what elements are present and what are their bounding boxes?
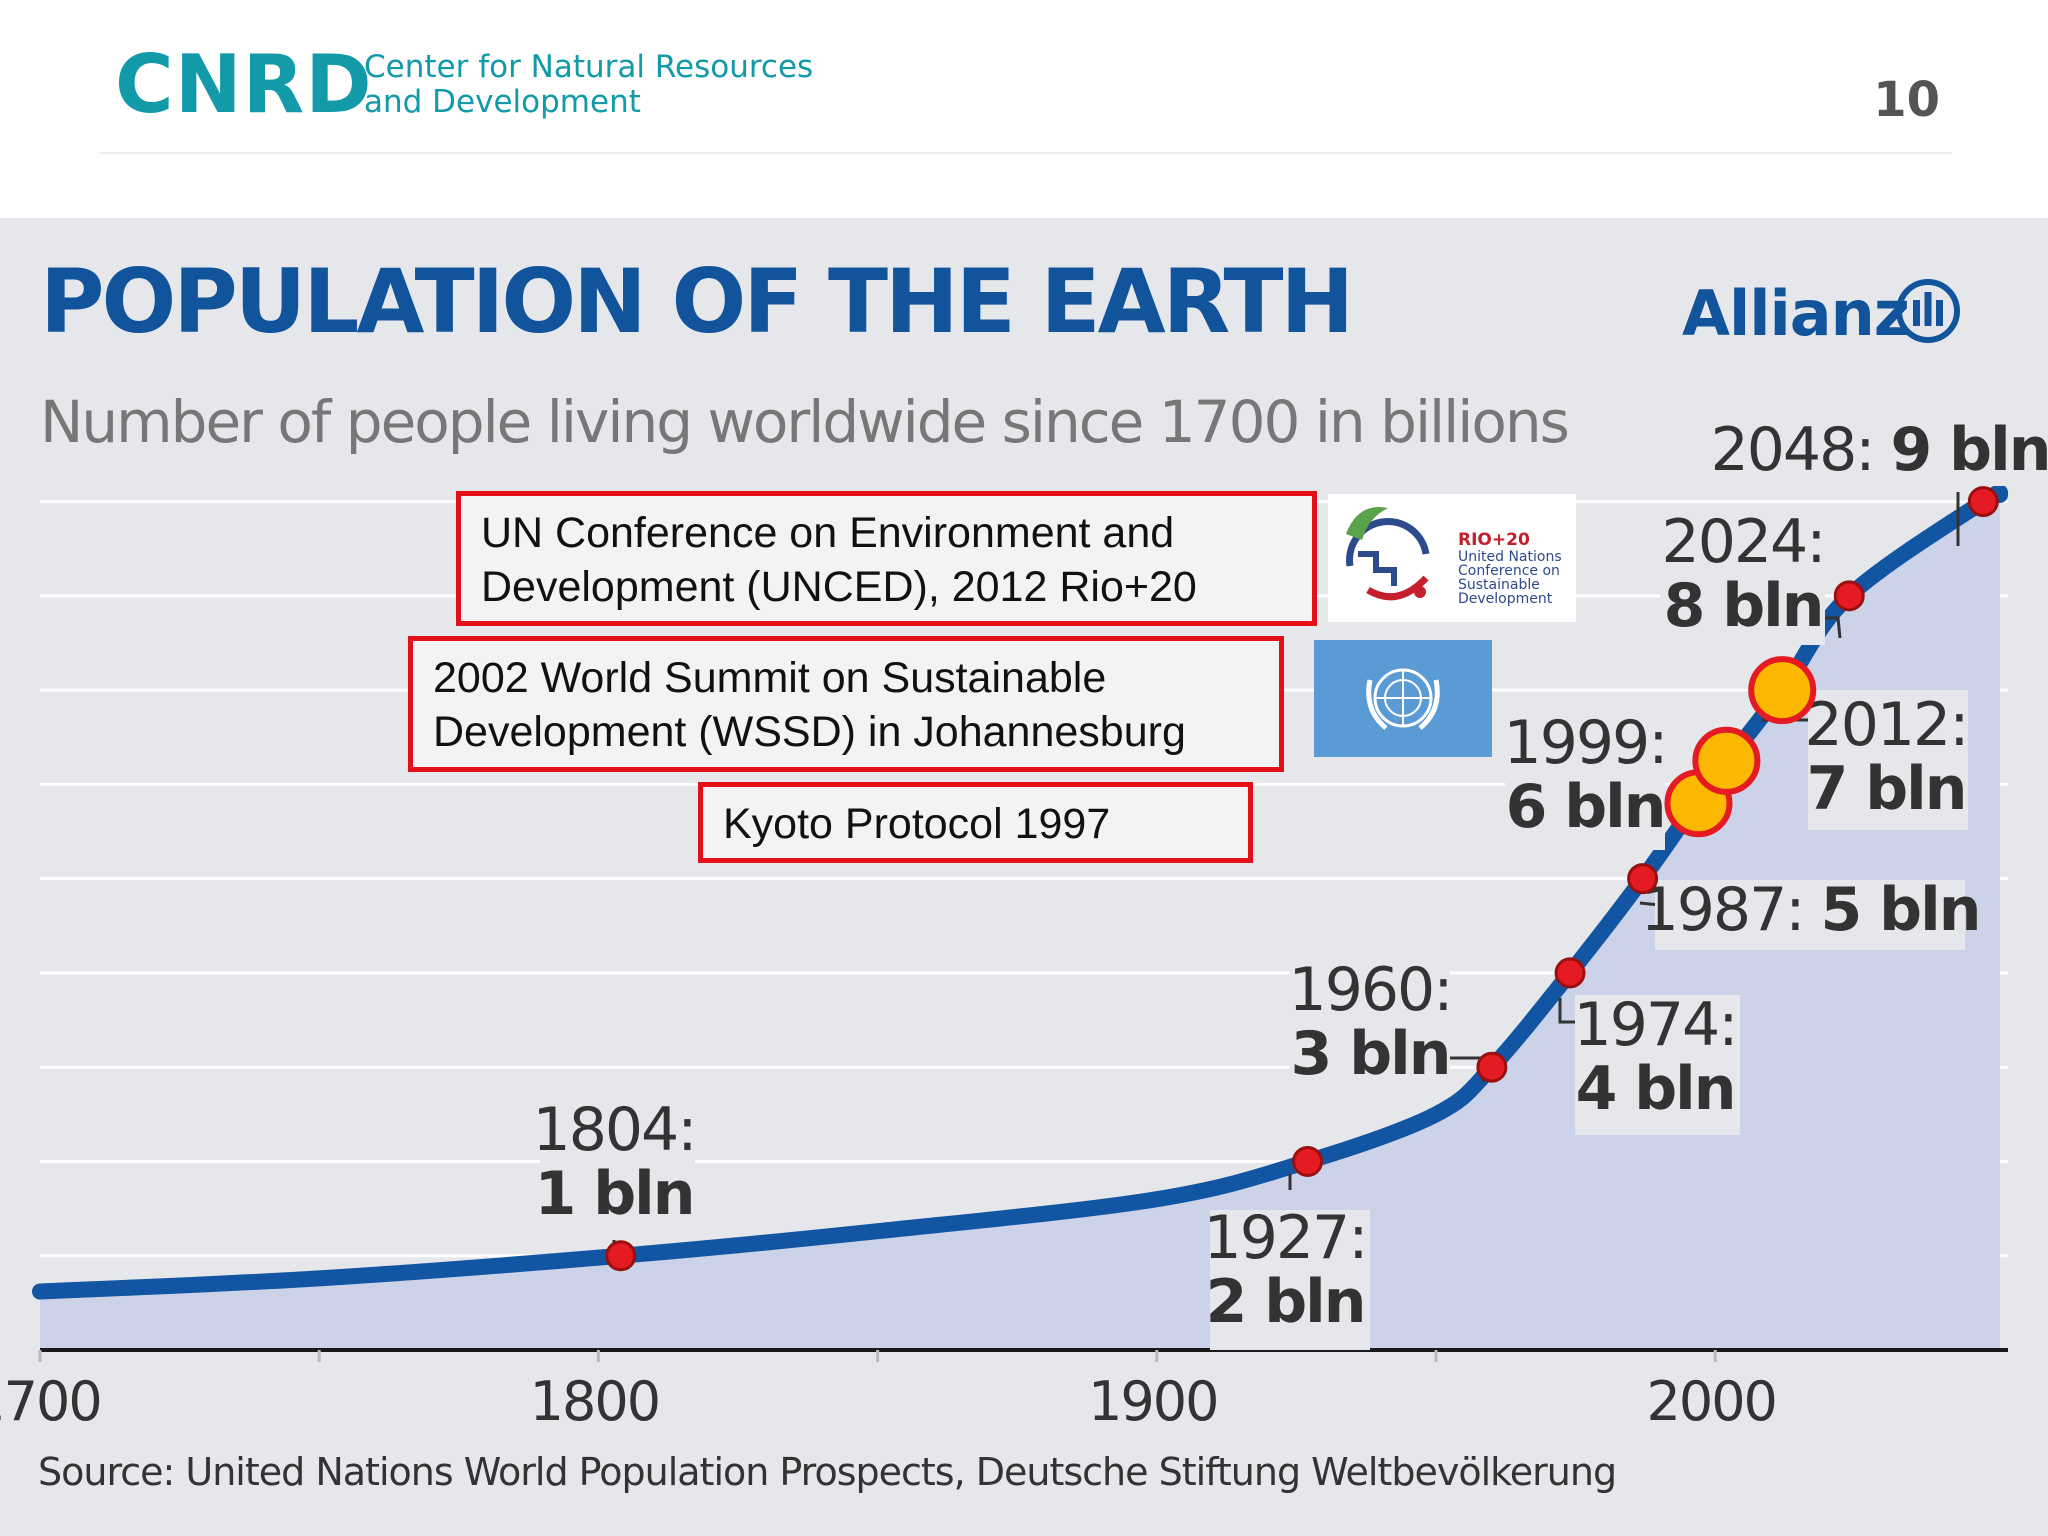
x-tick-label: 1700 — [0, 1370, 101, 1433]
rio20-logo: RIO+20 United Nations Conference on Sust… — [1328, 494, 1576, 622]
milestone-label-backdrop — [1732, 418, 2032, 486]
milestone-value-label: 5 bln — [1821, 875, 1980, 945]
rio20-logo-text: RIO+20 United Nations Conference on Sust… — [1458, 530, 1562, 606]
population-chart: 1700 1800 1900 2000 1804:1 bln 1927:2 bln 196… — [0, 415, 2048, 1433]
header-divider — [100, 152, 1952, 154]
milestone-label-backdrop — [1808, 690, 1968, 830]
callout-wssd: 2002 World Summit on Sustainable Develop… — [408, 636, 1284, 772]
x-axis-ticks: 1700 1800 1900 2000 — [0, 1350, 1778, 1433]
event-markers — [1664, 656, 1817, 838]
milestone-labels: 1804:1 bln 1927:2 bln 1960:3 bln 1974:4 bln… — [533, 415, 2048, 1350]
callout-unced: UN Conference on Environment and Develop… — [456, 491, 1317, 626]
milestone-year-label: 2048: — [1711, 415, 1891, 485]
source-note: Source: United Nations World Population … — [38, 1450, 1617, 1494]
page-number: 10 — [1873, 72, 1940, 128]
milestone-marker — [1833, 580, 1865, 612]
milestone-year-label: 1804: — [533, 1095, 696, 1165]
milestone-label-backdrop — [1575, 995, 1740, 1135]
leader-line — [1558, 998, 1576, 1024]
un-flag — [1314, 640, 1492, 757]
milestone-label: 2048: 9 bln — [1711, 415, 2048, 485]
milestone-label-backdrop — [1210, 1210, 1370, 1350]
milestone-value-label: 2 bln — [1206, 1267, 1365, 1337]
milestone-year-label: 1927: — [1204, 1203, 1367, 1273]
milestone-value-label: 4 bln — [1576, 1054, 1735, 1124]
milestone-marker — [605, 1240, 637, 1272]
milestone-marker — [1476, 1051, 1508, 1083]
rio20-logo-head: RIO+20 — [1458, 530, 1530, 550]
callout-kyoto-text: Kyoto Protocol 1997 — [723, 800, 1111, 848]
milestone-label: 1987: 5 bln — [1641, 875, 1980, 945]
milestone-value-label: 9 bln — [1891, 415, 2048, 485]
callout-unced-line-2: Development (UNCED), 2012 Rio+20 — [481, 563, 1197, 611]
milestone-marker — [1292, 1145, 1324, 1177]
milestone-year-label: 2012: — [1805, 690, 1968, 760]
organization-name-line-2: and Development — [364, 84, 641, 120]
milestone-value-label: 6 bln — [1506, 772, 1665, 842]
milestone-year-label: 1960: — [1289, 955, 1452, 1025]
milestone-year-label: 1987: — [1641, 875, 1821, 945]
milestone-label-backdrop — [1290, 955, 1450, 1095]
milestone-year-label: 1974: — [1574, 990, 1737, 1060]
milestone-value-label: 8 bln — [1664, 571, 1823, 641]
organization-name: Center for Natural Resources and Develop… — [364, 50, 813, 120]
milestone-marker — [1554, 957, 1586, 989]
chart-subtitle: Number of people living worldwide since … — [40, 388, 1570, 456]
callout-wssd-line-1: 2002 World Summit on Sustainable — [433, 654, 1107, 702]
rio20-logo-line: Development — [1458, 591, 1553, 607]
x-tick-label: 1900 — [1088, 1370, 1217, 1433]
event-marker — [1748, 656, 1817, 725]
milestone-marker — [1967, 486, 1999, 518]
milestone-year-label: 1999: — [1504, 708, 1667, 778]
rio20-emblem-icon — [1346, 507, 1430, 601]
un-emblem-icon — [1366, 668, 1440, 730]
milestone-label-backdrop — [540, 1100, 695, 1240]
milestone-value-label: 3 bln — [1291, 1019, 1450, 1089]
milestone-year-label: 2024: — [1662, 507, 1825, 577]
allianz-eagle-icon — [1896, 279, 1960, 343]
organization-name-line-1: Center for Natural Resources — [364, 49, 814, 85]
milestone-value-label: 1 bln — [535, 1159, 694, 1229]
cnrd-logo: CNRD — [115, 38, 373, 131]
callout-kyoto: Kyoto Protocol 1997 — [698, 782, 1253, 863]
rio20-logo-line: United Nations — [1458, 549, 1562, 565]
milestone-value-label: 7 bln — [1807, 754, 1966, 824]
callout-wssd-line-2: Development (WSSD) in Johannesburg — [433, 708, 1186, 756]
milestone-marker — [1627, 863, 1659, 895]
milestone-label-backdrop — [1655, 880, 1965, 950]
event-marker — [1692, 726, 1761, 795]
slide-header: CNRD Center for Natural Resources and De… — [0, 0, 2048, 218]
milestone-label-backdrop — [1660, 505, 1825, 645]
rio20-logo-line: Conference on — [1458, 563, 1560, 579]
x-tick-label: 2000 — [1646, 1370, 1775, 1433]
rio20-logo-line: Sustainable — [1458, 577, 1540, 593]
allianz-logo: Allianz — [1682, 277, 1910, 350]
callout-unced-line-1: UN Conference on Environment and — [481, 509, 1175, 557]
population-area — [40, 492, 2001, 1351]
milestone-label-backdrop — [1505, 710, 1665, 850]
chart-title: POPULATION OF THE EARTH — [40, 250, 1354, 353]
x-tick-label: 1800 — [530, 1370, 659, 1433]
